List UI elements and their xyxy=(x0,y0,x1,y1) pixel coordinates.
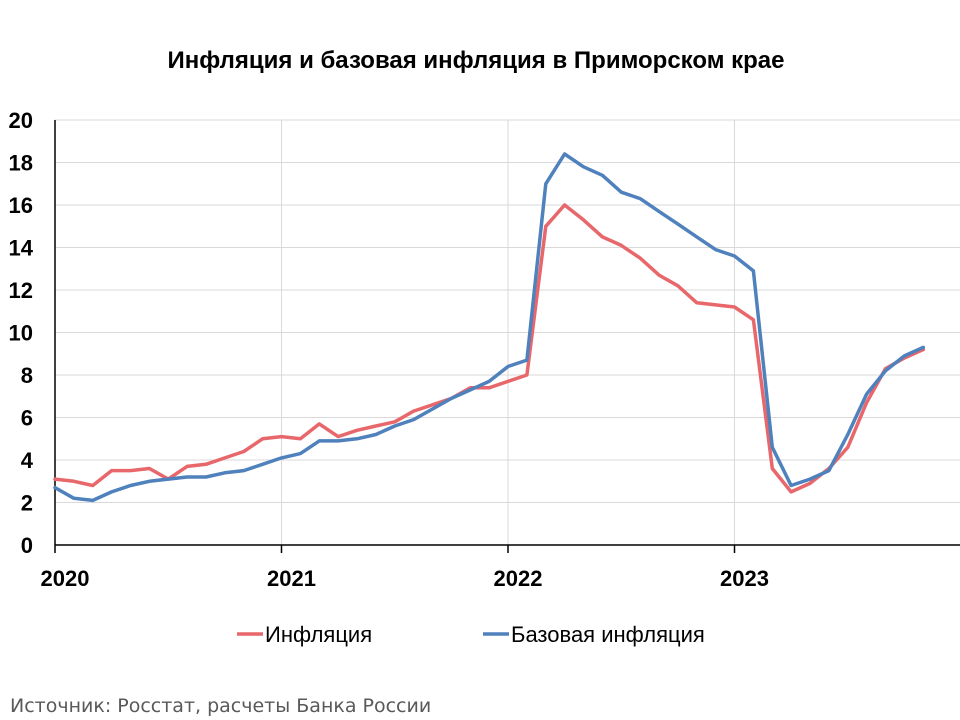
y-tick-label: 6 xyxy=(21,406,33,431)
y-tick-label: 8 xyxy=(21,363,33,388)
source-note: Источник: Росстат, расчеты Банка России xyxy=(10,695,431,717)
x-tick-label: 2023 xyxy=(720,566,769,591)
x-tick-label: 2020 xyxy=(41,566,90,591)
axes xyxy=(54,120,960,546)
x-axis-ticks: 2020 2021 2022 2023 xyxy=(41,566,769,591)
series-line-inflation xyxy=(53,203,926,494)
y-tick-label: 10 xyxy=(9,321,33,346)
y-tick-label: 0 xyxy=(21,533,33,558)
series-line-core-inflation xyxy=(53,152,926,503)
y-tick-label: 12 xyxy=(9,278,33,303)
legend-label: Базовая инфляция xyxy=(511,622,705,647)
chart-title: Инфляция и базовая инфляция в Приморском… xyxy=(167,47,784,74)
x-tick-label: 2022 xyxy=(494,566,543,591)
x-tick-label: 2021 xyxy=(267,566,316,591)
y-tick-label: 2 xyxy=(21,491,33,516)
y-tick-label: 18 xyxy=(9,151,33,176)
y-tick-label: 4 xyxy=(21,448,34,473)
series-lines xyxy=(53,152,926,503)
y-tick-label: 20 xyxy=(9,108,33,133)
legend-label: Инфляция xyxy=(265,622,372,647)
y-tick-label: 16 xyxy=(9,193,33,218)
y-axis-ticks: 0 2 4 6 8 10 12 14 16 18 20 xyxy=(9,108,34,558)
legend: Инфляция Базовая инфляция xyxy=(237,622,705,647)
x-gridlines xyxy=(54,120,736,553)
y-tick-label: 14 xyxy=(9,236,34,261)
